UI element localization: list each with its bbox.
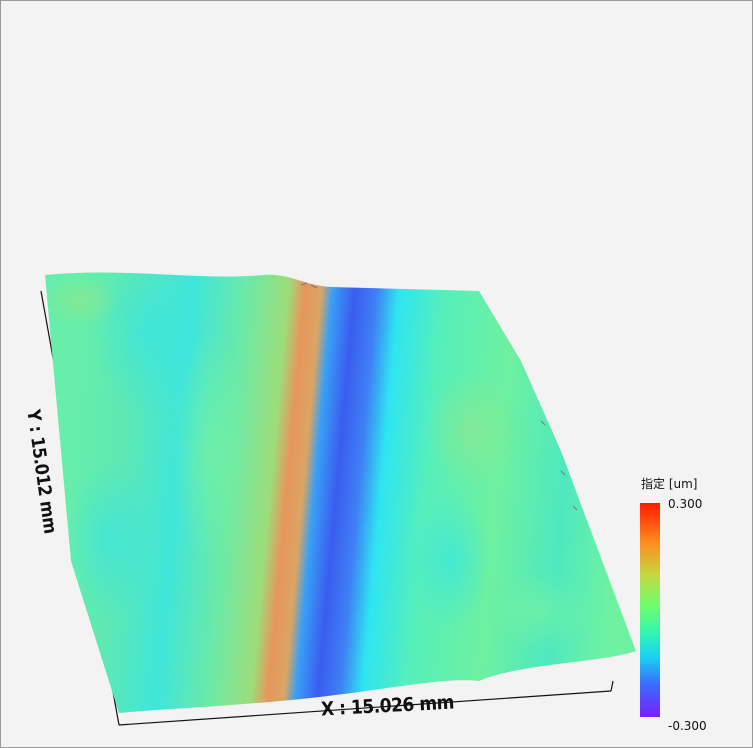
rear-tick-marks (300, 282, 578, 511)
color-scale-bar (640, 503, 660, 717)
height-map-surface (45, 272, 636, 713)
legend-max-label: 0.300 (668, 497, 703, 511)
legend-title: 指定 [um] (641, 477, 698, 491)
color-scale-legend: 指定 [um] 0.300 -0.300 (637, 475, 747, 740)
legend-min-label: -0.300 (668, 719, 707, 733)
